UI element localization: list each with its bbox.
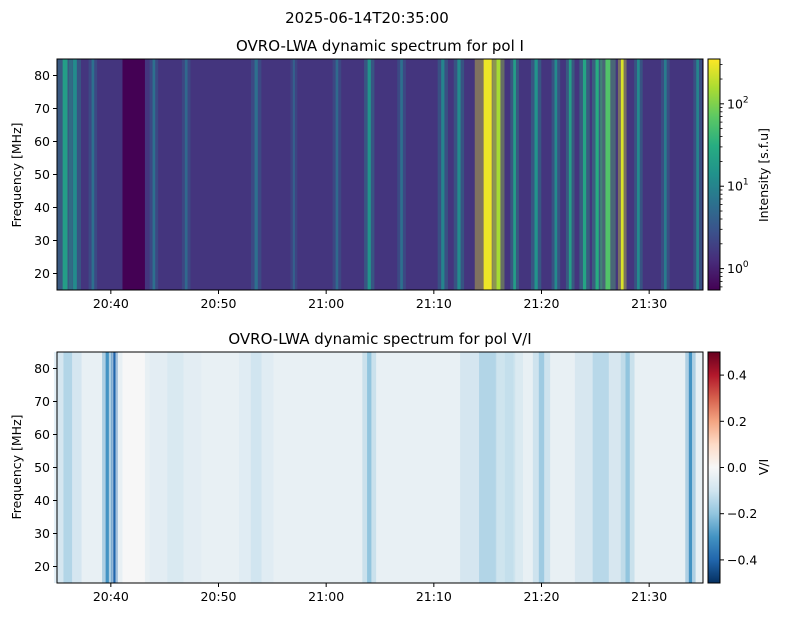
panel-1-burst-24 xyxy=(661,59,670,290)
panel-1-burst-2 xyxy=(68,59,81,290)
y-tick-label: 20 xyxy=(34,266,50,281)
panel-1-burst-13 xyxy=(474,59,501,290)
panel-2-colorbar xyxy=(707,351,721,584)
x-tick-label: 21:00 xyxy=(308,296,344,311)
panel-2-y-ticks: 20 30 40 50 60 70 80 xyxy=(34,361,57,574)
x-tick-label: 21:20 xyxy=(523,296,559,311)
panel-2-stripe-2 xyxy=(102,352,113,583)
panel-2-ylabel: Frequency [MHz] xyxy=(9,414,24,519)
panel-1-burst-22 xyxy=(617,59,627,290)
colorbar-tick-label: 0.0 xyxy=(727,460,747,475)
x-tick-label: 20:50 xyxy=(200,296,236,311)
x-tick-label: 21:20 xyxy=(523,589,559,604)
y-tick-label: 70 xyxy=(34,101,50,116)
colorbar-tick-label: −0.2 xyxy=(727,506,757,521)
panel-1-burst-7 xyxy=(290,59,298,290)
x-tick-label: 20:40 xyxy=(93,296,129,311)
panel-1-burst-21 xyxy=(600,59,616,290)
panel-1-burst-11 xyxy=(437,59,448,290)
panel-1-ylabel: Frequency [MHz] xyxy=(9,122,24,227)
panel-2-stripe-3 xyxy=(110,352,118,583)
panel-1-burst-17 xyxy=(551,59,561,290)
panel-1-burst-19 xyxy=(579,59,590,290)
panel-1-burst-12 xyxy=(453,59,465,290)
panel-1-data-gap xyxy=(122,59,145,290)
panel-1-burst-25 xyxy=(693,59,702,290)
panel-1-burst-14 xyxy=(492,59,505,290)
x-tick-label: 20:50 xyxy=(200,589,236,604)
y-tick-label: 60 xyxy=(34,134,50,149)
y-tick-label: 40 xyxy=(34,200,50,215)
y-tick-label: 80 xyxy=(34,68,50,83)
panel-2-stripe-9 xyxy=(532,352,551,583)
panel-2-x-ticks: 20:40 20:50 21:00 21:10 21:20 21:30 xyxy=(93,583,667,604)
x-tick-label: 21:00 xyxy=(308,589,344,604)
panel-2-heatmap xyxy=(53,352,703,583)
y-tick-label: 60 xyxy=(34,427,50,442)
panel-1-burst-4 xyxy=(149,59,159,290)
panel-2-stripe-4 xyxy=(149,352,202,583)
figure-suptitle: 2025-06-14T20:35:00 xyxy=(285,9,449,27)
panel-1-burst-5 xyxy=(181,59,191,290)
panel-1-colorbar-label: Intensity [s.f.u] xyxy=(756,128,771,222)
panel-1-heatmap xyxy=(57,59,703,290)
panel-2-stripe-5 xyxy=(238,352,274,583)
colorbar-tick-label: 102 xyxy=(727,95,749,111)
panel-2-stripe-6 xyxy=(362,352,377,583)
panel-2-stripe-1 xyxy=(53,352,82,583)
y-tick-label: 70 xyxy=(34,394,50,409)
x-tick-label: 21:30 xyxy=(631,296,667,311)
colorbar-tick-label: 101 xyxy=(727,178,749,194)
panel-1-burst-15 xyxy=(510,59,519,290)
panel-1-y-ticks: 20 30 40 50 60 70 80 xyxy=(34,68,57,281)
panel-2-data-gap xyxy=(122,352,145,583)
x-tick-label: 21:10 xyxy=(416,296,452,311)
y-tick-label: 30 xyxy=(34,233,50,248)
panel-2-stripe-10 xyxy=(574,352,627,583)
y-tick-label: 30 xyxy=(34,526,50,541)
y-tick-label: 80 xyxy=(34,361,50,376)
panel-1-burst-10 xyxy=(397,59,406,290)
panel-1-colorbar xyxy=(707,58,721,291)
colorbar-tick-label: 0.2 xyxy=(727,414,747,429)
panel-1-background xyxy=(57,59,703,290)
panel-pol-i: OVRO-LWA dynamic spectrum for pol I 20 30… xyxy=(9,37,771,311)
panel-pol-vi: OVRO-LWA dynamic spectrum for pol V/I 20… xyxy=(9,330,771,604)
panel-2-colorbar-ticks: −0.4 −0.2 0.0 0.2 0.4 xyxy=(720,368,757,567)
panel-1-burst-9 xyxy=(364,59,375,290)
panel-1-burst-20 xyxy=(591,59,603,290)
y-tick-label: 40 xyxy=(34,493,50,508)
panel-1-burst-16 xyxy=(530,59,542,290)
colorbar-tick-label: 100 xyxy=(727,260,749,276)
panel-1-colorbar-ticks: 100 101 102 xyxy=(720,64,749,288)
panel-2-stripe-8 xyxy=(495,352,523,583)
colorbar-tick-label: 0.4 xyxy=(727,368,747,383)
x-tick-label: 20:40 xyxy=(93,589,129,604)
x-tick-label: 21:30 xyxy=(631,589,667,604)
panel-2-title: OVRO-LWA dynamic spectrum for pol V/I xyxy=(228,330,531,348)
y-tick-label: 20 xyxy=(34,559,50,574)
panel-1-burst-8 xyxy=(332,59,342,290)
y-tick-label: 50 xyxy=(34,460,50,475)
panel-1-burst-18 xyxy=(565,59,575,290)
x-tick-label: 21:10 xyxy=(416,589,452,604)
panel-2-colorbar-label: V/I xyxy=(756,459,771,475)
panel-1-x-ticks: 20:40 20:50 21:00 21:10 21:20 21:30 xyxy=(93,290,667,311)
panel-1-burst-3 xyxy=(88,59,98,290)
panel-1-burst-6 xyxy=(251,59,262,290)
panel-1-title: OVRO-LWA dynamic spectrum for pol I xyxy=(236,37,524,55)
panel-1-burst-23 xyxy=(634,59,643,290)
colorbar-tick-label: −0.4 xyxy=(727,552,757,567)
panel-2-stripe-12 xyxy=(685,352,696,583)
y-tick-label: 50 xyxy=(34,167,50,182)
panel-2-stripe-11 xyxy=(620,352,635,583)
panel-1-burst-1 xyxy=(57,59,73,290)
